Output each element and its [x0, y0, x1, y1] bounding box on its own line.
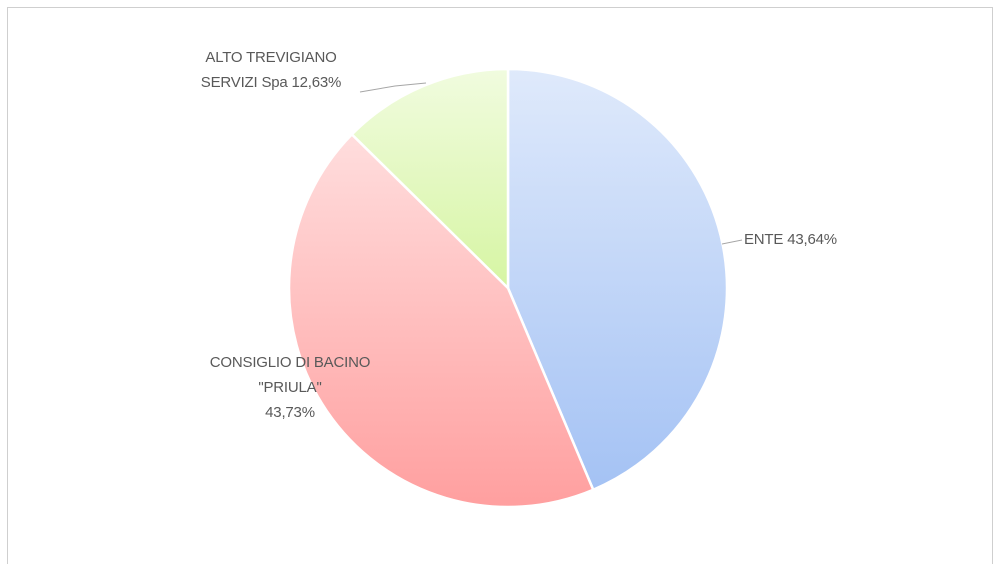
data-label: ENTE 43,64% [744, 227, 837, 252]
chart-frame [7, 7, 993, 564]
category-label: ALTO TREVIGIANO SERVIZI Spa [200, 49, 337, 91]
data-label: ALTO TREVIGIANO SERVIZI Spa 12,63% [178, 45, 364, 95]
leader-line [721, 239, 743, 245]
value-label: 43,73% [265, 404, 315, 421]
pie-slice [506, 67, 729, 492]
value-label: 43,64% [787, 231, 837, 248]
category-label: ENTE [744, 231, 784, 248]
data-label: CONSIGLIO DI BACINO "PRIULA" 43,73% [200, 350, 380, 425]
category-label: CONSIGLIO DI BACINO "PRIULA" [209, 354, 371, 396]
pie-slice [287, 132, 595, 509]
value-label: 12,63% [291, 74, 342, 91]
pie-slice [350, 67, 510, 291]
leader-line [359, 82, 427, 93]
slices [287, 67, 729, 509]
